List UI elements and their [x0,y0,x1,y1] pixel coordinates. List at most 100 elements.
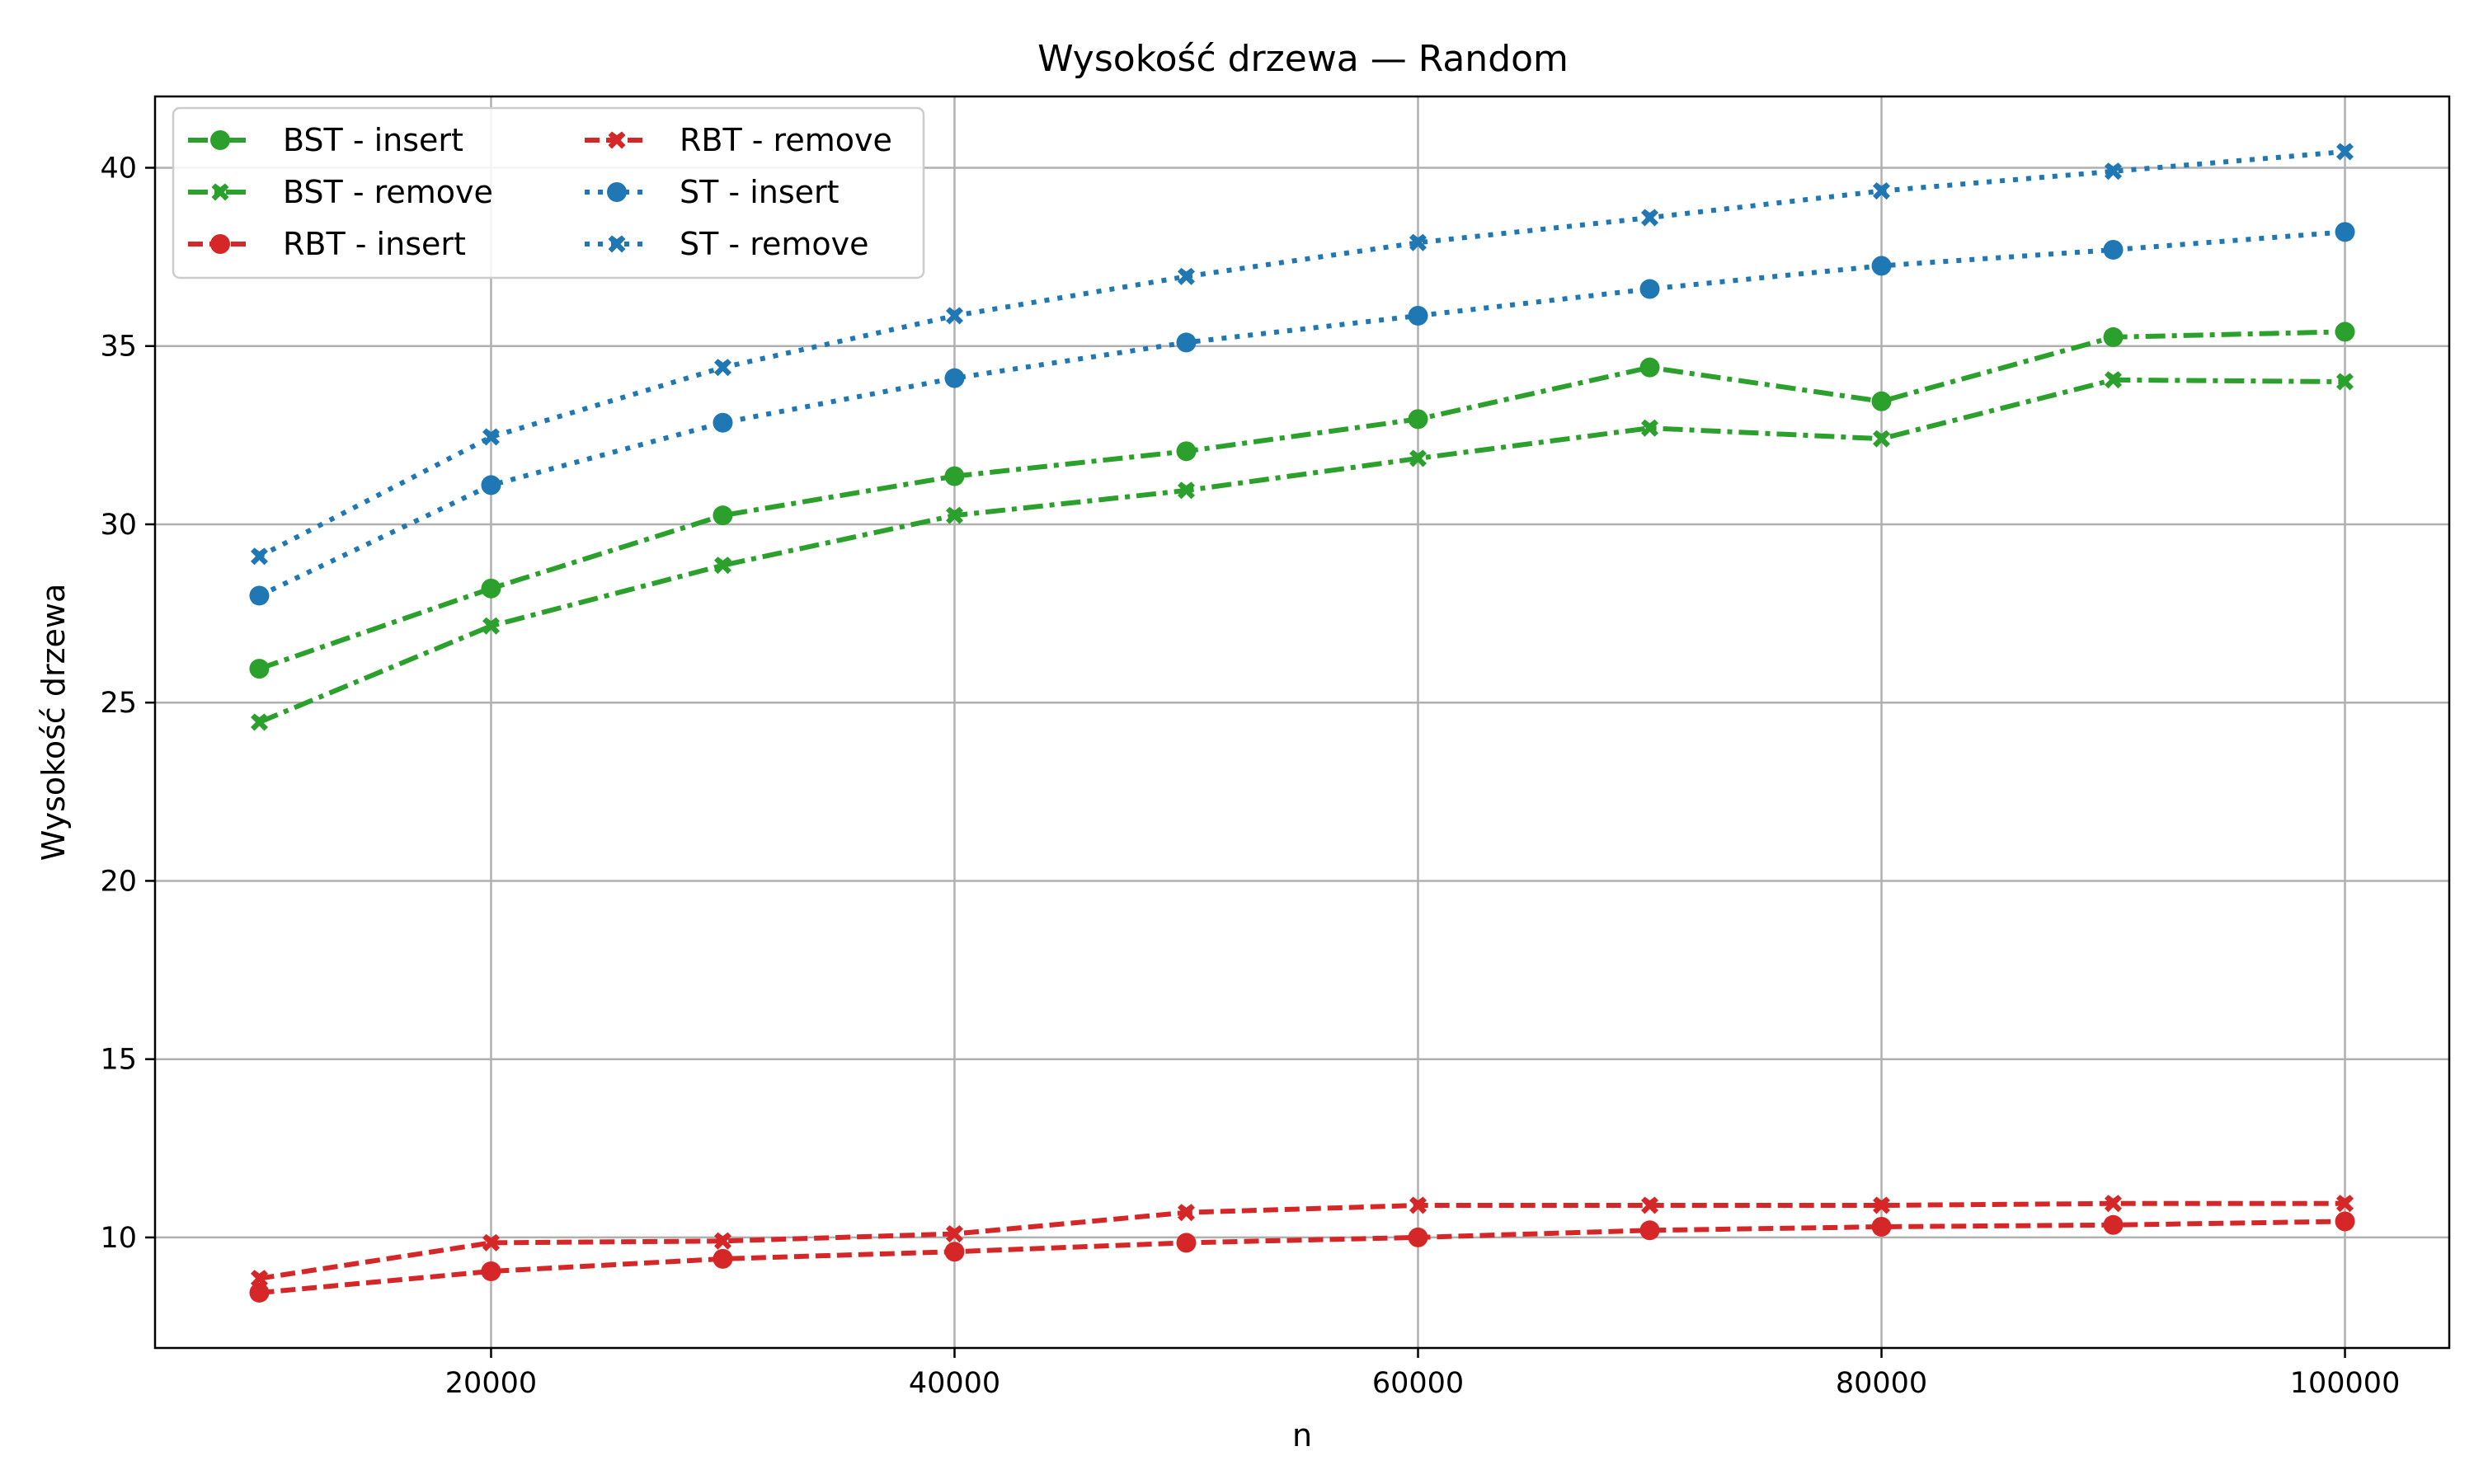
data-point-st-remove [482,428,500,446]
legend-swatch-marker [608,131,626,149]
y-tick-label: 40 [100,152,137,185]
data-point-rbt-insert [2335,1211,2355,1232]
data-point-st-insert [2335,222,2355,242]
data-point-rbt-insert [1408,1227,1428,1247]
data-point-st-remove [1641,209,1658,227]
data-point-st-insert [944,368,965,388]
legend-swatch-marker [607,182,627,202]
data-point-rbt-insert [1871,1216,1892,1237]
legend-item: ST - insert [585,174,840,210]
data-point-rbt-remove [1873,1196,1890,1214]
y-tick-label: 15 [100,1044,137,1077]
series-line-rbt-remove [259,1200,2345,1281]
data-point-bst-insert [1871,391,1892,411]
data-point-bst-insert [2335,322,2355,342]
data-point-bst-insert [1639,357,1660,378]
data-point-rbt-remove [946,1225,963,1243]
data-point-st-insert [249,585,270,606]
data-point-st-insert [1871,256,1892,276]
series-bst-remove [251,371,2354,731]
data-point-bst-insert [944,466,965,486]
data-point-bst-remove [482,617,500,635]
data-point-rbt-insert [2103,1214,2124,1235]
data-point-st-insert [1639,279,1660,299]
axis-ticks: 20000 40000 60000 80000 100000 10 15 20 25 30 35 40 [100,152,2400,1400]
data-point-rbt-remove [1409,1196,1427,1214]
y-tick-label: 25 [100,687,137,720]
x-tick-label: 20000 [445,1367,537,1400]
legend-label: ST - remove [680,226,869,262]
data-point-bst-remove [2105,371,2122,389]
data-point-st-remove [714,359,731,377]
data-point-st-insert [713,412,733,433]
legend-item: RBT - remove [585,122,892,158]
data-point-st-insert [1176,332,1197,353]
data-point-rbt-remove [2105,1195,2122,1213]
legend: BST - insert BST - remove RBT - insert RBT … [172,106,925,279]
data-point-st-remove [1409,233,1427,251]
legend-swatch-marker [608,235,626,253]
legend-item: RBT - insert [188,226,466,262]
data-point-bst-remove [1409,449,1427,467]
grid [155,96,2449,1348]
data-point-st-insert [481,475,501,495]
legend-label: BST - insert [283,122,463,158]
y-tick-label: 30 [100,509,137,542]
data-point-st-remove [946,307,963,325]
series-st-insert [249,222,2355,606]
data-point-rbt-insert [713,1248,733,1269]
series-line-st-insert [258,229,2345,599]
legend-swatch-marker [210,130,230,150]
series-bst-insert [249,322,2355,679]
legend-swatch-marker [211,183,229,201]
data-point-bst-remove [714,556,731,575]
series-line-rbt-insert [259,1219,2345,1295]
data-point-rbt-insert [249,1282,270,1303]
series-line-bst-remove [258,377,2345,725]
data-point-bst-remove [1873,430,1890,448]
data-point-bst-insert [249,659,270,679]
data-point-st-remove [2105,162,2122,181]
legend-label: BST - remove [283,174,493,210]
data-point-bst-insert [1408,409,1428,430]
data-point-bst-remove [1641,419,1658,437]
legend-label: RBT - remove [680,122,892,158]
series-st-remove [251,143,2354,566]
legend-label: ST - insert [680,174,840,210]
data-point-rbt-remove [1178,1204,1195,1222]
data-point-st-remove [2336,143,2354,161]
x-tick-label: 60000 [1372,1367,1464,1400]
data-point-rbt-remove [251,1270,268,1288]
chart-title: Wysokość drzewa — Random [1037,38,1569,80]
data-point-bst-remove [2336,373,2354,391]
data-point-st-insert [1408,305,1428,326]
legend-item: BST - remove [188,174,493,210]
data-point-rbt-remove [1641,1196,1658,1214]
data-point-rbt-remove [714,1232,731,1250]
data-point-st-insert [2103,239,2124,260]
legend-box [172,106,925,279]
legend-item: BST - insert [188,122,463,158]
x-tick-label: 80000 [1836,1367,1927,1400]
data-point-rbt-insert [944,1242,965,1262]
y-tick-label: 20 [100,865,137,898]
x-tick-label: 100000 [2290,1367,2401,1400]
series-rbt-insert [249,1211,2355,1303]
x-axis-label: n [1292,1417,1312,1453]
data-point-bst-remove [946,506,963,524]
data-point-rbt-remove [482,1233,500,1252]
data-point-st-remove [1873,182,1890,200]
x-tick-label: 40000 [909,1367,1000,1400]
data-point-bst-remove [1178,481,1195,500]
series-line-bst-insert [258,329,2345,671]
data-point-bst-insert [481,578,501,599]
data-point-rbt-insert [1176,1233,1197,1253]
legend-item: ST - remove [585,226,869,262]
data-point-bst-remove [251,713,268,731]
data-point-rbt-remove [2336,1195,2354,1213]
data-point-rbt-insert [1639,1220,1660,1241]
plot-frame [153,95,2451,1350]
y-tick-label: 10 [100,1222,137,1255]
data-point-bst-insert [713,505,733,526]
